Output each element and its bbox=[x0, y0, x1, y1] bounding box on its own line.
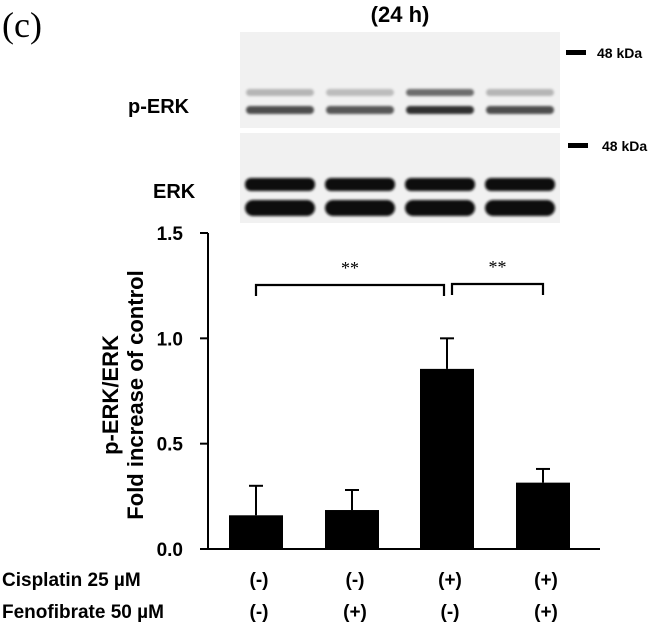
significance-bracket-1 bbox=[254, 283, 446, 296]
y-axis-label-line1: p-ERK/ERK bbox=[98, 335, 123, 455]
y-tick-label: 0.0 bbox=[157, 540, 183, 561]
condition-value-1-1: (-) bbox=[250, 570, 269, 591]
erk-label: ERK bbox=[153, 181, 196, 203]
erk-band-lower-2 bbox=[325, 200, 395, 216]
condition-value-2-3: (-) bbox=[441, 602, 460, 623]
significance-bracket-2 bbox=[450, 282, 545, 295]
y-axis-label-line2: Fold increase of control bbox=[123, 270, 148, 519]
p-erk-band-upper-1 bbox=[246, 89, 314, 96]
erk-blot bbox=[240, 133, 560, 223]
panel-label: (c) bbox=[2, 5, 42, 45]
bar-chart: p-ERK/ERK Fold increase of control 0.0 0.… bbox=[98, 224, 600, 561]
condition-name-1: Cisplatin 25 µM bbox=[2, 570, 141, 591]
erk-band-lower-4 bbox=[485, 200, 555, 216]
p-erk-band-upper-2 bbox=[326, 89, 394, 96]
p-erk-marker-tick bbox=[566, 50, 586, 55]
condition-value-1-3: (+) bbox=[438, 570, 462, 591]
bar-2 bbox=[325, 510, 379, 549]
p-erk-band-lower-4 bbox=[486, 106, 554, 114]
p-erk-band-lower-2 bbox=[326, 106, 394, 114]
condition-value-1-2: (-) bbox=[346, 570, 365, 591]
y-tick-label: 0.5 bbox=[157, 435, 184, 456]
erk-band-upper-3 bbox=[405, 178, 475, 191]
condition-value-1-4: (+) bbox=[534, 570, 558, 591]
y-tick-label: 1.0 bbox=[157, 329, 183, 350]
y-tick-label: 1.5 bbox=[157, 224, 184, 245]
erk-band-lower-3 bbox=[405, 200, 475, 216]
erk-marker-label: 48 kDa bbox=[602, 138, 647, 154]
erk-band-upper-2 bbox=[325, 178, 395, 191]
condition-name-2: Fenofibrate 50 µM bbox=[2, 602, 164, 623]
p-erk-blot bbox=[240, 32, 560, 128]
condition-value-2-4: (+) bbox=[534, 602, 558, 623]
p-erk-band-upper-4 bbox=[486, 89, 554, 96]
erk-band-lower-1 bbox=[245, 200, 315, 216]
erk-band-upper-1 bbox=[245, 178, 315, 191]
erk-band-upper-4 bbox=[485, 178, 555, 191]
p-erk-band-lower-1 bbox=[246, 106, 314, 114]
bar-4 bbox=[516, 482, 570, 549]
bar-3 bbox=[420, 368, 474, 549]
significance-label-1: ** bbox=[341, 258, 359, 278]
p-erk-band-lower-3 bbox=[406, 106, 474, 114]
p-erk-band-upper-3 bbox=[406, 89, 474, 96]
significance-label-2: ** bbox=[489, 257, 507, 277]
condition-table: Cisplatin 25 µM (-) (-) (+) (+) Fenofibrate 5… bbox=[2, 570, 558, 623]
blot-timepoint: (24 h) bbox=[371, 2, 430, 27]
bar-1 bbox=[229, 515, 283, 549]
erk-marker-tick bbox=[568, 143, 588, 148]
p-erk-marker-label: 48 kDa bbox=[597, 45, 642, 61]
p-erk-label: p-ERK bbox=[128, 96, 190, 118]
condition-value-2-2: (+) bbox=[343, 602, 367, 623]
condition-value-2-1: (-) bbox=[250, 602, 269, 623]
